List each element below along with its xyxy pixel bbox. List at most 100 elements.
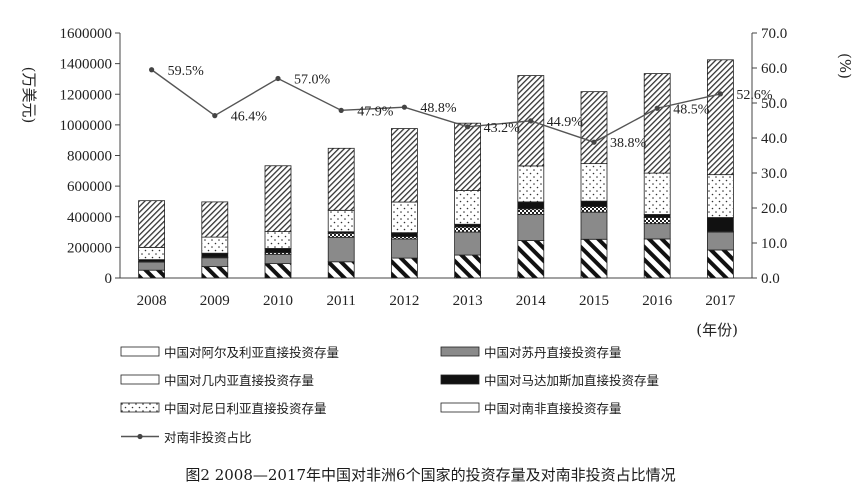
bar-segment-6 (390, 128, 418, 203)
legend-swatch (120, 402, 160, 412)
share-point-label: 44.9% (547, 115, 584, 130)
bar-segment-6 (643, 73, 671, 174)
bar-segment-1 (580, 238, 608, 279)
right-axis-unit: (%) (836, 53, 854, 79)
bar-segment-2 (707, 231, 734, 251)
bar-segment-5 (201, 236, 229, 254)
right-tick-label: 70.0 (761, 26, 787, 42)
legend-label: 中国对阿尔及利亚直接投资存量 (164, 344, 340, 360)
right-tick-label: 0.0 (761, 271, 780, 287)
bar-segment-5 (327, 209, 355, 233)
legend-item: 中国对阿尔及利亚直接投资存量 (120, 343, 340, 360)
bar-segment-6 (264, 165, 292, 233)
x-tick-label: 2013 (453, 293, 483, 309)
share-point (591, 139, 597, 145)
bar-segment-4 (707, 217, 734, 232)
left-tick-label: 0 (105, 271, 113, 287)
bar-segment-1 (264, 263, 292, 279)
bar-segment-2 (327, 236, 355, 263)
axes: 0 200000 400000 600000 800000 1000000 1200000 1… (20, 26, 854, 339)
legend-item: 中国对马达加斯加直接投资存量 (440, 371, 660, 388)
left-tick-label: 1600000 (60, 26, 113, 42)
right-tick-label: 30.0 (761, 166, 787, 182)
share-point-label: 59.5% (168, 64, 205, 79)
bar-segment-3 (580, 206, 608, 213)
bar-segment-6 (454, 122, 482, 191)
bar-segment-2 (454, 231, 482, 256)
legend-label: 中国对马达加斯加直接投资存量 (484, 372, 660, 388)
x-tick-label: 2017 (705, 293, 736, 309)
share-point-label: 52.6% (736, 88, 773, 103)
share-point (149, 67, 155, 73)
bar-segment-3 (517, 208, 545, 216)
bar-segment-5 (580, 163, 608, 202)
left-tick-label: 1200000 (60, 87, 113, 103)
right-tick-label: 60.0 (761, 61, 787, 77)
left-tick-label: 1000000 (60, 118, 113, 134)
legend-swatch (120, 346, 160, 356)
bar-segment-6 (138, 200, 166, 248)
legend-swatch (440, 402, 480, 412)
legend-label: 中国对苏丹直接投资存量 (484, 344, 622, 360)
legend-item-line: 对南非投资占比 (120, 428, 252, 445)
bar-segment-1 (201, 266, 229, 279)
bar-segment-1 (138, 269, 166, 279)
bar-segment-1 (327, 261, 355, 279)
legend-label: 中国对几内亚直接投资存量 (164, 372, 315, 388)
bar-segment-2 (264, 253, 292, 265)
share-point-label: 48.5% (673, 102, 710, 117)
share-point (717, 91, 724, 97)
left-tick-label: 800000 (67, 149, 112, 165)
bar-segment-4 (390, 232, 418, 237)
bar-segment-5 (138, 246, 166, 261)
share-point (212, 113, 218, 119)
bar-segment-5 (390, 201, 418, 234)
bar-segment-1 (643, 238, 671, 279)
share-point (275, 75, 281, 82)
legend-swatch (440, 374, 480, 384)
bar-segment-1 (517, 240, 545, 279)
x-tick-label: 2016 (642, 293, 673, 309)
x-tick-label: 2008 (137, 293, 167, 309)
bar-segment-6 (580, 91, 608, 165)
share-point (528, 118, 534, 124)
x-tick-label: 2010 (263, 293, 293, 309)
bar-segment-6 (707, 59, 734, 176)
bar-segment-1 (390, 257, 418, 279)
legend-label: 中国对南非直接投资存量 (484, 400, 622, 416)
legend: 中国对阿尔及利亚直接投资存量 中国对苏丹直接投资存量 中国对几内亚直接投资存量 中国… (120, 343, 820, 455)
bar-segment-4 (201, 252, 229, 258)
bar-segment-5 (707, 174, 734, 218)
x-tick-label: 2015 (579, 293, 609, 309)
bar-segment-2 (643, 223, 671, 240)
legend-label: 对南非投资占比 (164, 429, 252, 445)
bar-segment-5 (454, 190, 482, 225)
bar-segment-4 (517, 201, 545, 210)
legend-swatch (440, 346, 480, 356)
right-tick-label: 20.0 (761, 201, 787, 217)
legend-swatch (120, 374, 160, 384)
bar-segment-1 (707, 249, 734, 279)
share-point-label: 38.8% (610, 136, 647, 151)
share-line: 59.5% 46.4% 57.0% 47.9% 48.8% 43.2% 44.9% 38.8%… (149, 64, 773, 151)
share-line-path (151, 69, 721, 143)
left-tick-label: 400000 (67, 210, 112, 226)
share-point (401, 104, 407, 110)
bar-segment-6 (327, 147, 355, 211)
bar-segment-3 (454, 226, 482, 233)
bar-segment-3 (643, 217, 671, 225)
chart-svg: 0 200000 400000 600000 800000 1000000 1200000 1… (20, 26, 854, 339)
bar-segment-5 (643, 172, 671, 215)
legend-line-swatch (121, 433, 159, 439)
legend-item: 中国对几内亚直接投资存量 (120, 371, 315, 388)
bar-segment-5 (517, 165, 545, 203)
right-tick-label: 40.0 (761, 131, 787, 147)
left-tick-label: 600000 (67, 179, 112, 195)
bar-segment-1 (454, 254, 482, 279)
bar-segment-2 (138, 261, 166, 271)
bar-segment-6 (201, 201, 229, 238)
legend-item: 中国对南非直接投资存量 (440, 399, 622, 416)
bar-segment-4 (454, 223, 482, 228)
left-tick-label: 200000 (67, 240, 112, 256)
legend-label: 中国对尼日利亚直接投资存量 (164, 400, 327, 416)
